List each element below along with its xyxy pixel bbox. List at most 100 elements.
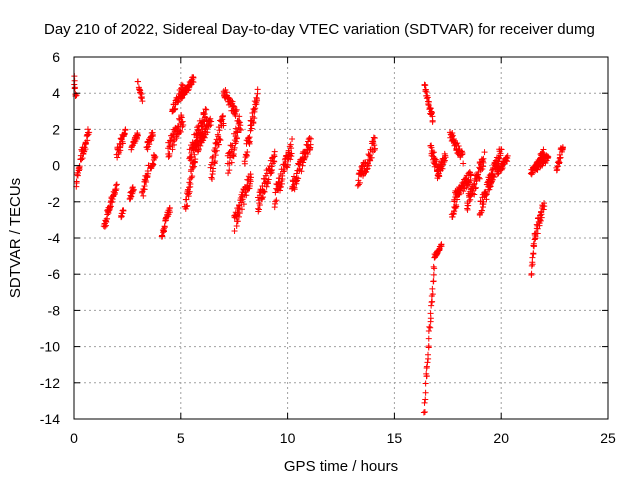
data-point bbox=[529, 254, 536, 261]
data-point bbox=[554, 166, 561, 173]
data-point bbox=[166, 150, 173, 157]
data-point bbox=[291, 184, 298, 191]
data-point bbox=[559, 144, 566, 151]
data-point bbox=[474, 171, 481, 178]
data-point bbox=[421, 409, 428, 416]
data-point bbox=[427, 324, 434, 331]
data-point bbox=[491, 174, 498, 181]
data-point bbox=[118, 214, 125, 221]
data-point bbox=[555, 158, 562, 165]
data-point bbox=[253, 101, 260, 108]
y-tick-label: -6 bbox=[48, 266, 61, 282]
data-point bbox=[477, 198, 484, 205]
y-tick-label: -14 bbox=[40, 411, 60, 427]
data-point bbox=[143, 178, 150, 185]
data-point bbox=[541, 151, 548, 158]
data-point bbox=[281, 168, 288, 175]
data-point bbox=[183, 203, 190, 210]
data-point bbox=[277, 183, 284, 190]
chart-title: Day 210 of 2022, Sidereal Day-to-day VTE… bbox=[44, 21, 595, 38]
data-point bbox=[166, 204, 173, 211]
data-point bbox=[307, 135, 314, 142]
data-point bbox=[134, 132, 141, 139]
data-point bbox=[467, 177, 474, 184]
data-point bbox=[238, 206, 245, 213]
data-point bbox=[423, 363, 430, 370]
data-point bbox=[248, 125, 255, 132]
x-tick-label: 20 bbox=[493, 430, 509, 446]
data-point bbox=[252, 105, 259, 112]
x-tick-label: 0 bbox=[70, 430, 78, 446]
data-point bbox=[210, 165, 217, 172]
data-point bbox=[215, 141, 222, 148]
data-point bbox=[429, 118, 436, 125]
data-point bbox=[107, 203, 114, 210]
data-point bbox=[212, 152, 219, 159]
data-point bbox=[261, 188, 268, 195]
data-point bbox=[421, 399, 428, 406]
data-point bbox=[228, 159, 235, 166]
data-point bbox=[362, 169, 369, 176]
data-point bbox=[114, 154, 121, 161]
data-point bbox=[208, 118, 215, 125]
data-point bbox=[241, 160, 248, 167]
data-point bbox=[169, 131, 176, 138]
data-point bbox=[165, 153, 172, 160]
data-point bbox=[284, 164, 291, 171]
data-point bbox=[188, 174, 195, 181]
data-point bbox=[449, 129, 456, 136]
data-point bbox=[128, 143, 135, 150]
y-tick-label: 4 bbox=[52, 85, 60, 101]
data-point bbox=[144, 146, 151, 153]
data-point bbox=[187, 181, 194, 188]
data-point bbox=[452, 205, 459, 212]
data-point bbox=[273, 197, 280, 204]
data-point bbox=[471, 191, 478, 198]
data-point bbox=[74, 172, 81, 179]
data-point bbox=[138, 94, 145, 101]
data-point bbox=[235, 213, 242, 220]
data-point bbox=[269, 166, 276, 173]
data-point bbox=[212, 158, 219, 165]
data-point bbox=[113, 181, 120, 188]
data-point bbox=[427, 310, 434, 317]
data-point bbox=[441, 157, 448, 164]
data-points bbox=[71, 73, 566, 416]
data-point bbox=[422, 396, 429, 403]
data-point bbox=[226, 167, 233, 174]
data-point bbox=[177, 128, 184, 135]
data-point bbox=[246, 134, 253, 141]
data-point bbox=[422, 380, 429, 387]
data-point bbox=[430, 278, 437, 285]
data-point bbox=[203, 106, 210, 113]
data-point bbox=[460, 160, 467, 167]
y-tick-label: -12 bbox=[40, 375, 60, 391]
y-tick-label: -2 bbox=[48, 194, 61, 210]
data-point bbox=[178, 114, 185, 121]
data-point bbox=[120, 207, 127, 214]
data-point bbox=[260, 188, 267, 195]
data-point bbox=[145, 170, 152, 177]
data-point bbox=[478, 207, 485, 214]
data-point bbox=[231, 144, 238, 151]
data-point bbox=[150, 161, 157, 168]
y-tick-label: 6 bbox=[52, 49, 60, 65]
data-point bbox=[488, 178, 495, 185]
data-point bbox=[209, 155, 216, 162]
data-point bbox=[460, 188, 467, 195]
data-point bbox=[288, 145, 295, 152]
data-point bbox=[489, 172, 496, 179]
data-point bbox=[538, 214, 545, 221]
data-point bbox=[215, 133, 222, 140]
data-point bbox=[423, 372, 430, 379]
x-tick-label: 5 bbox=[177, 430, 185, 446]
data-point bbox=[456, 191, 463, 198]
data-point bbox=[454, 140, 461, 147]
data-point bbox=[498, 146, 505, 153]
data-point bbox=[528, 270, 535, 277]
data-point bbox=[365, 162, 372, 169]
data-point bbox=[542, 158, 549, 165]
data-point bbox=[149, 131, 156, 138]
data-point bbox=[472, 184, 479, 191]
